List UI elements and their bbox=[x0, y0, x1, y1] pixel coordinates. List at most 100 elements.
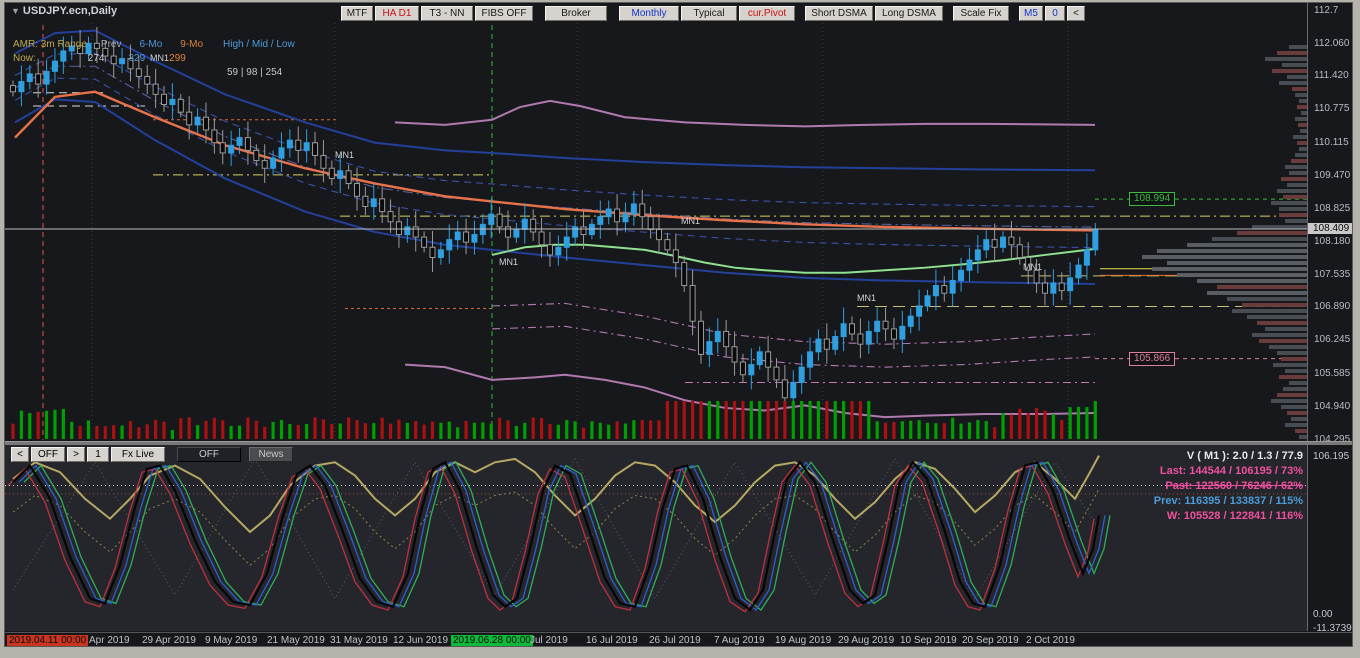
candle bbox=[488, 213, 495, 225]
price-tick: 105.585 bbox=[1314, 368, 1351, 379]
main-chart-canvas[interactable] bbox=[5, 3, 1307, 441]
candle bbox=[312, 142, 319, 156]
date-tick: Jul 2019 bbox=[530, 635, 568, 646]
candle bbox=[135, 68, 142, 77]
date-tick: Apr 2019 bbox=[89, 635, 130, 646]
candle bbox=[463, 231, 470, 243]
indicator-button-off[interactable]: OFF bbox=[31, 447, 65, 462]
amr-text: Now: bbox=[13, 53, 36, 64]
date-tick: 2 Oct 2019 bbox=[1026, 635, 1075, 646]
candle bbox=[1058, 282, 1065, 292]
indicator-button--[interactable]: < bbox=[11, 447, 29, 462]
toolbar-button-fibs-off[interactable]: FIBS OFF bbox=[475, 6, 533, 21]
price-tick: 106.245 bbox=[1314, 334, 1351, 346]
toolbar-button-long-dsma[interactable]: Long DSMA bbox=[875, 6, 943, 21]
amr-text: AMR: 3m Range bbox=[13, 39, 87, 50]
indicator-panel-canvas[interactable] bbox=[5, 445, 1307, 631]
indicator-tick: 0.00 bbox=[1313, 609, 1333, 620]
candle bbox=[823, 338, 830, 350]
candle bbox=[882, 320, 889, 330]
toolbar-button-ha-d1[interactable]: HA D1 bbox=[375, 6, 419, 21]
mn1-pivot-label: MN1 bbox=[150, 53, 170, 64]
red-osc-line bbox=[7, 464, 1095, 613]
candle bbox=[345, 170, 352, 185]
candle bbox=[530, 218, 537, 233]
candle bbox=[10, 85, 16, 93]
toolbar-button-cur-pivot[interactable]: cur.Pivot bbox=[739, 6, 795, 21]
candle bbox=[748, 364, 755, 376]
symbol-dropdown-icon[interactable]: ▼ bbox=[11, 6, 20, 16]
date-axis[interactable]: 2019.04.11 00:00 Apr 2019 29 Apr 2019 9 May… bbox=[5, 632, 1352, 646]
candle bbox=[177, 98, 184, 113]
indicator-button--[interactable]: > bbox=[67, 447, 85, 462]
candle bbox=[739, 361, 746, 376]
toolbar-button-0[interactable]: 0 bbox=[1045, 6, 1065, 21]
candle bbox=[647, 216, 654, 230]
mn1-pivot-label: MN1 bbox=[1023, 262, 1043, 273]
candle bbox=[697, 320, 704, 355]
toolbar-button-scale-fix[interactable]: Scale Fix bbox=[953, 6, 1009, 21]
candle bbox=[580, 226, 587, 236]
indicator-button-1[interactable]: 1 bbox=[87, 447, 109, 462]
candle bbox=[597, 216, 604, 225]
candle bbox=[731, 346, 738, 363]
price-tick: 107.535 bbox=[1314, 268, 1351, 280]
price-tick: 112.060 bbox=[1314, 37, 1350, 49]
purple-upper bbox=[394, 99, 1096, 128]
mn1-pivot-label: MN1 bbox=[335, 150, 355, 161]
candle bbox=[471, 234, 478, 243]
candle bbox=[328, 167, 335, 179]
candle bbox=[68, 45, 75, 52]
price-tick: 104.940 bbox=[1314, 400, 1351, 412]
candle bbox=[1067, 277, 1074, 292]
indicator-button-fx-live[interactable]: Fx Live bbox=[111, 447, 165, 462]
panel-divider[interactable] bbox=[5, 441, 1352, 445]
toolbar-button-typical[interactable]: Typical bbox=[681, 6, 737, 21]
green-osc-line bbox=[23, 461, 1111, 611]
price-level-tag: 105.866 bbox=[1129, 351, 1176, 366]
amr-text: 274 bbox=[87, 53, 105, 64]
toolbar-button-broker[interactable]: Broker bbox=[545, 6, 607, 21]
price-tick: 109.470 bbox=[1314, 169, 1351, 181]
indicator-axis[interactable]: 106.195 0.00 -11.3739 bbox=[1308, 445, 1352, 634]
candle bbox=[966, 259, 973, 271]
candle bbox=[496, 213, 503, 228]
toolbar-button-short-dsma[interactable]: Short DSMA bbox=[805, 6, 873, 21]
candle bbox=[798, 366, 805, 383]
candle bbox=[404, 226, 411, 236]
top-toolbar: MTF HA D1 T3 - NN FIBS OFF Broker Monthly Typi… bbox=[341, 6, 1087, 22]
candle bbox=[781, 379, 788, 399]
date-tick: 12 Jun 2019 bbox=[393, 635, 449, 646]
candle bbox=[773, 366, 780, 381]
chart-title: ▼ USDJPY.ecn,Daily bbox=[11, 5, 117, 17]
price-axis[interactable]: 112.7 112.060 111.420 110.775 110.115 109.470… bbox=[1307, 3, 1352, 631]
date-tick: 31 May 2019 bbox=[330, 635, 388, 646]
candle bbox=[723, 330, 730, 348]
candle bbox=[43, 70, 50, 85]
toolbar-button-m5[interactable]: M5 bbox=[1019, 6, 1043, 21]
candle bbox=[51, 60, 58, 72]
volume-info-block: V ( M1 ): 2.0 / 1.3 / 77.9 Last: 144544 /… bbox=[1005, 449, 1303, 524]
candle bbox=[991, 239, 998, 248]
toolbar-button-mtf[interactable]: MTF bbox=[341, 6, 373, 21]
candle bbox=[605, 208, 612, 218]
volume-info-line: W: 105528 / 122841 / 116% bbox=[1166, 510, 1303, 522]
band-lower bbox=[14, 98, 1096, 286]
toolbar-button-t3-nn[interactable]: T3 - NN bbox=[421, 6, 473, 21]
candle bbox=[1016, 244, 1023, 258]
candle bbox=[756, 351, 763, 366]
candle bbox=[362, 195, 369, 207]
candle bbox=[832, 336, 839, 350]
candle bbox=[664, 239, 671, 251]
toolbar-button-monthly[interactable]: Monthly bbox=[619, 6, 679, 21]
indicator-button-off[interactable]: OFF bbox=[177, 447, 241, 462]
candle bbox=[1075, 264, 1082, 279]
indicator-tick: -11.3739 bbox=[1313, 623, 1352, 634]
toolbar-button--[interactable]: < bbox=[1067, 6, 1085, 21]
amr-row: Now: 274 329 299 bbox=[13, 53, 186, 64]
indicator-button-news[interactable]: News bbox=[249, 447, 293, 462]
candle bbox=[337, 170, 344, 179]
amr-text: 59 | 98 | 254 bbox=[227, 67, 283, 78]
candle bbox=[672, 249, 679, 264]
mn1-pivot-label: MN1 bbox=[499, 257, 519, 268]
